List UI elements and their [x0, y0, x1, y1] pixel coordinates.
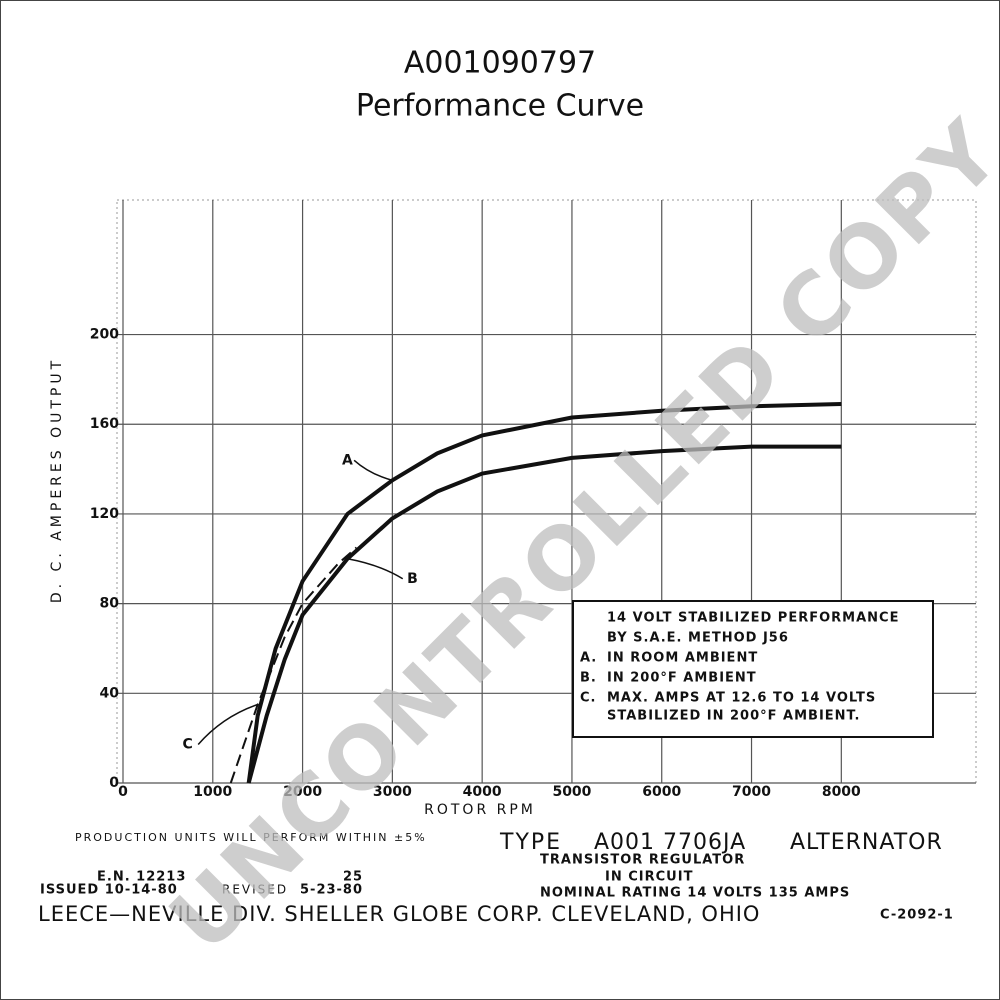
- revised: REVISED: [222, 883, 288, 897]
- legend-text: IN ROOM AMBIENT: [607, 651, 758, 666]
- legend-key: B.: [580, 671, 597, 686]
- x-axis-label: ROTOR RPM: [424, 802, 536, 818]
- x-tick-label: 3000: [373, 784, 412, 800]
- x-tick-label: 5000: [552, 784, 591, 800]
- x-tick-label: 6000: [642, 784, 681, 800]
- x-tick-label: 8000: [822, 784, 861, 800]
- in-circuit: IN CIRCUIT: [605, 870, 693, 885]
- kind: ALTERNATOR: [790, 830, 943, 855]
- company: LEECE—NEVILLE DIV. SHELLER GLOBE CORP. C…: [38, 902, 760, 926]
- legend-text: MAX. AMPS AT 12.6 TO 14 VOLTS: [607, 691, 876, 706]
- model: A001 7706JA: [594, 830, 746, 855]
- rating: NOMINAL RATING 14 VOLTS 135 AMPS: [540, 886, 850, 901]
- revised-en: 25: [343, 870, 363, 885]
- y-tick-label: 120: [90, 506, 119, 522]
- x-tick-label: 0: [118, 784, 128, 800]
- x-tick-label: 1000: [193, 784, 232, 800]
- chart-subtitle: Performance Curve: [356, 89, 644, 124]
- production-note: PRODUCTION UNITS WILL PERFORM WITHIN ±5%: [75, 831, 427, 844]
- curve-label: B: [407, 571, 418, 587]
- y-axis-label: D. C. AMPERES OUTPUT: [49, 357, 65, 603]
- curve: [246, 402, 842, 784]
- y-tick-label: 0: [109, 775, 119, 791]
- y-tick-label: 200: [90, 327, 119, 343]
- legend-box: [572, 600, 934, 738]
- y-tick-label: 80: [100, 596, 120, 612]
- x-tick-label: 4000: [463, 784, 502, 800]
- legend-text: IN 200°F AMBIENT: [607, 671, 757, 686]
- x-tick-label: 2000: [283, 784, 322, 800]
- chart-title: A001090797: [404, 46, 596, 81]
- curve: [246, 444, 842, 784]
- legend-heading: 14 VOLT STABILIZED PERFORMANCE: [607, 611, 899, 626]
- curve-number: C-2092-1: [880, 908, 954, 923]
- leader-line: [197, 703, 258, 746]
- legend-heading: BY S.A.E. METHOD J56: [607, 631, 789, 646]
- legend-key: C.: [580, 691, 596, 706]
- y-tick-label: 40: [100, 685, 120, 701]
- type-word: TYPE: [499, 830, 562, 855]
- curve-label: C: [183, 737, 193, 753]
- y-tick-label: 160: [90, 416, 119, 432]
- revised-date: 5-23-80: [300, 883, 363, 898]
- leader-line: [347, 558, 404, 580]
- regulator: TRANSISTOR REGULATOR: [540, 853, 745, 868]
- issued: ISSUED 10-14-80: [40, 883, 178, 898]
- legend-key: A.: [580, 651, 597, 666]
- en-number: E.N. 12213: [97, 870, 186, 885]
- x-tick-label: 7000: [732, 784, 771, 800]
- legend-text: STABILIZED IN 200°F AMBIENT.: [607, 709, 860, 724]
- leader-line: [353, 459, 393, 482]
- curve-label: A: [342, 452, 353, 468]
